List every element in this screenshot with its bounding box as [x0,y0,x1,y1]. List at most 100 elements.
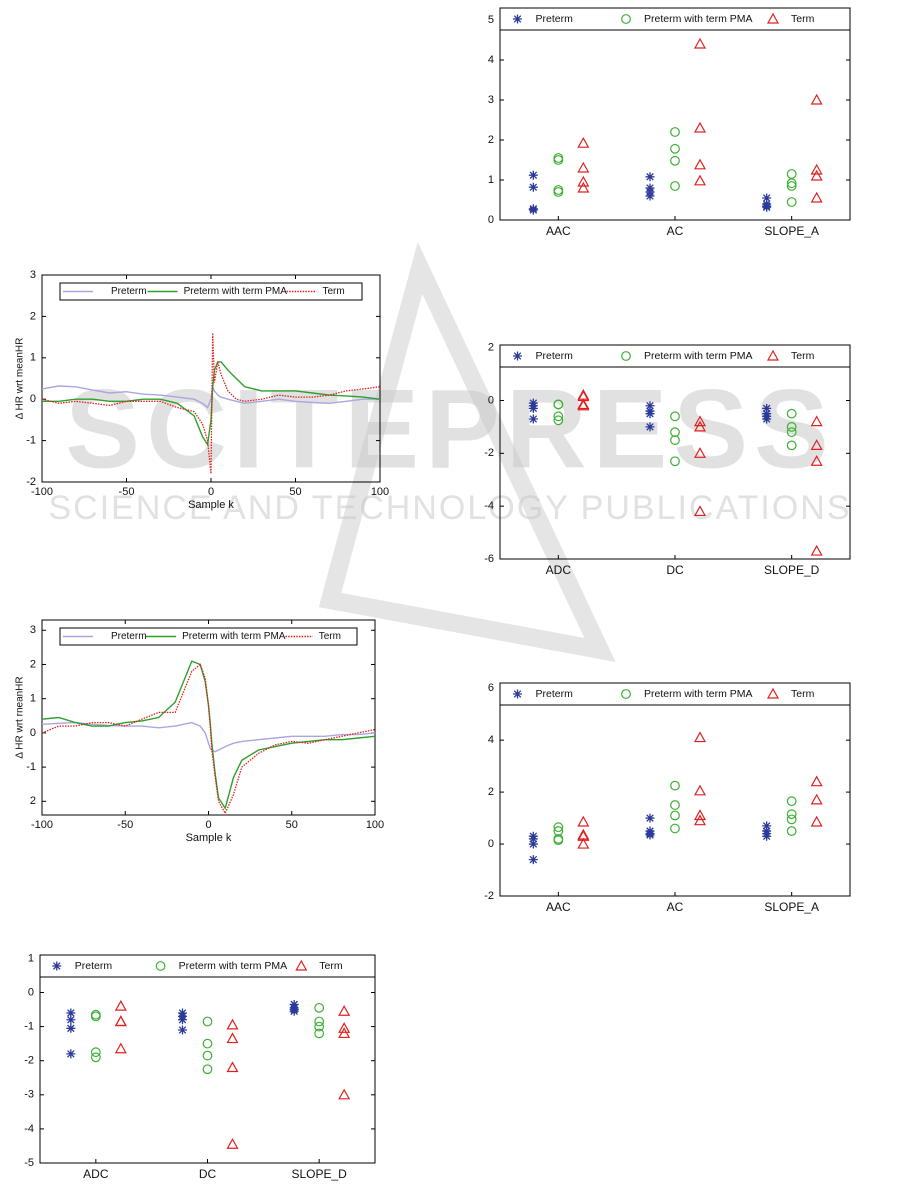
circle-marker [786,408,797,419]
circle-marker [314,1021,325,1032]
legend-label: Preterm with term PMA [179,960,288,972]
triangle-marker [577,181,590,193]
circle-marker [670,411,680,422]
star-marker [66,1008,76,1018]
legend-marker [621,689,631,699]
x-tick-label: -50 [119,486,135,498]
legend-marker [513,351,522,361]
y-tick-label: 3 [30,624,36,636]
circle-marker [553,835,564,846]
y-tick-label: -1 [24,1021,34,1033]
chart: 2 -1 0 1 2 3 -100 -50 0 50 100 Sample k Δ HR wrt rne… [15,619,384,844]
circle-marker [670,143,680,154]
star-marker [528,205,538,215]
circle-marker [786,169,797,179]
y-tick-label: 1 [488,174,494,186]
triangle-marker [338,1022,351,1033]
triangle-marker [693,420,707,432]
y-tick-label: 4 [488,54,494,66]
y-tick-label: 0 [30,727,36,739]
circle-marker [786,178,797,189]
legend-label: Preterm with term PMA [644,13,753,25]
legend-box [499,682,851,706]
star-marker [528,855,538,865]
triangle-marker [114,1042,127,1054]
y-tick-label: 0 [488,394,494,406]
y-tick-label: -1 [26,435,36,447]
triangle-marker [693,809,707,821]
triangle-marker [114,999,127,1011]
triangle-marker [693,37,707,49]
legend-label: Preterm [536,688,574,700]
chart: -6 -4 -2 0 2 ADC DC SLOPE_D Preterm Preterm with … [484,342,851,577]
legend-label: Term [323,286,345,297]
x-tick-label: DC [666,563,684,577]
legend-label: Term [791,350,815,362]
triangle-marker [810,455,823,466]
triangle-marker [810,775,823,787]
legend-marker [621,14,631,24]
legend-marker [766,687,780,699]
star-marker [528,403,538,413]
y-tick-label: 1 [28,952,34,964]
star-marker [645,409,655,419]
chart: -5 -4 -3 -2 -1 0 1 ADC DC SLOPE_D Preterm Preterm w… [24,952,376,1181]
legend-box [39,954,376,978]
star-marker [645,191,655,201]
y-tick-label: 2 [488,786,494,798]
legend-label: Term [319,631,341,642]
legend-label: Preterm with term PMA [182,631,286,642]
circle-marker [314,1002,325,1013]
legend-label: Preterm [111,631,147,642]
star-marker [528,170,538,180]
series-line [42,361,381,447]
star-marker [762,831,772,841]
star-marker [645,830,655,840]
triangle-marker [693,415,707,427]
circle-marker [202,1050,213,1061]
triangle-marker [810,815,823,827]
star-marker [762,193,772,203]
circle-marker [553,415,564,426]
y-tick-label: 2 [30,310,36,322]
legend-label: Term [791,688,815,700]
x-tick-label: AAC [546,900,571,914]
circle-marker [314,1016,325,1027]
star-marker [66,1015,76,1025]
circle-marker [670,780,680,791]
y-axis-label: Δ HR wrt meanHR [15,338,26,420]
legend-marker [513,14,522,24]
watermark: SCITEPRESS SCIENCE AND TECHNOLOGY PUBLIC… [48,242,850,663]
triangle-marker [577,837,590,849]
series-line [41,660,376,810]
y-tick-label: -2 [484,890,494,902]
y-tick-label: 2 [488,134,494,146]
star-marker [178,1015,187,1025]
triangle-marker [693,505,707,517]
triangle-marker [114,1015,127,1027]
triangle-marker [577,399,590,411]
x-tick-label: -100 [31,819,53,831]
star-marker [66,1049,76,1059]
legend-label: Preterm with term PMA [644,350,753,362]
legend-label: Preterm with term PMA [644,688,753,700]
circle-marker [553,187,564,197]
circle-marker [553,399,564,410]
triangle-marker [226,1138,239,1149]
y-tick-label: 4 [488,734,494,746]
circle-marker [670,427,680,438]
watermark-title: SCITEPRESS [65,367,835,492]
y-tick-label: -1 [26,761,36,773]
triangle-marker [810,793,823,805]
triangle-marker [693,447,707,458]
circle-marker [553,411,564,422]
axes-frame [39,954,376,1164]
legend-marker [513,689,522,699]
x-tick-label: ADC [546,563,572,577]
triangle-marker [810,439,823,450]
y-tick-label: 1 [30,693,36,705]
legend-label: Preterm [536,13,574,25]
circle-marker [786,809,797,820]
y-tick-label: 0 [30,393,36,405]
